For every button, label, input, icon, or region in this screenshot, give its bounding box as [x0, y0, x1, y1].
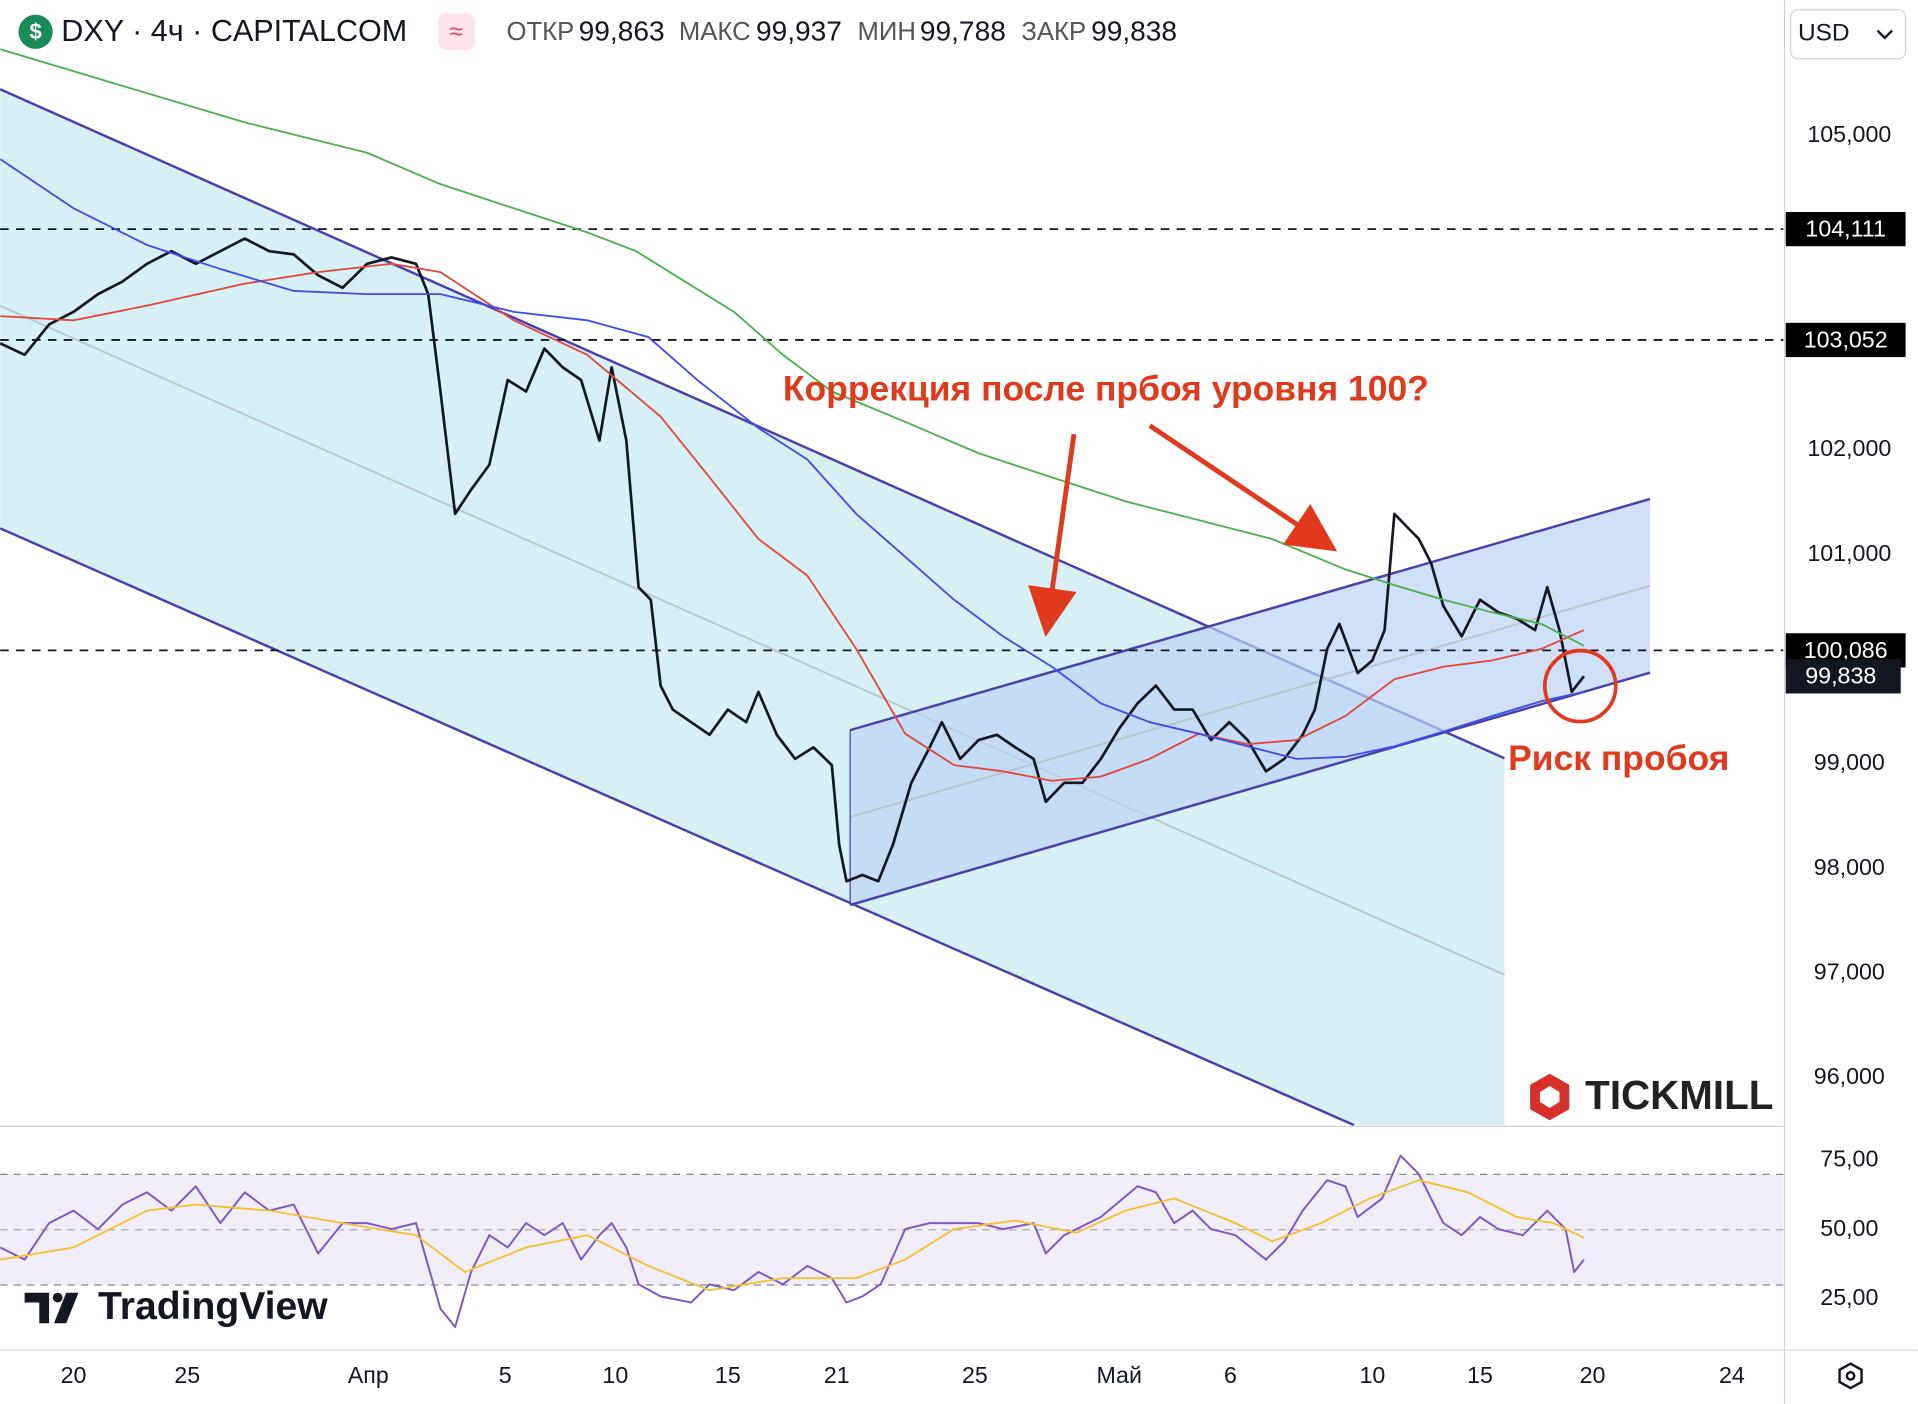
ohlc-value: 99,863 — [579, 15, 665, 46]
y-tick-label: 97,000 — [1814, 959, 1885, 985]
channel-line — [849, 497, 1651, 732]
x-tick-label: 6 — [1224, 1362, 1237, 1388]
series-line — [0, 237, 1586, 883]
x-tick-label: 10 — [602, 1362, 628, 1388]
annotation: Коррекция после прбоя уровня 100? — [783, 369, 1429, 409]
x-tick-label: Май — [1096, 1362, 1142, 1388]
x-tick-label: 24 — [1719, 1362, 1745, 1388]
channel-mid — [0, 304, 1505, 976]
series-line — [0, 1179, 1585, 1292]
x-tick-label: 20 — [61, 1362, 87, 1388]
x-tick-label: 5 — [499, 1362, 512, 1388]
y-tick-label: 50,00 — [1820, 1215, 1878, 1241]
symbol-icon — [18, 14, 53, 49]
arrow — [1148, 423, 1338, 552]
x-tick-label: 25 — [174, 1362, 200, 1388]
series-line — [0, 262, 1585, 782]
x-tick-label: 15 — [1467, 1362, 1493, 1388]
level-label: 100,086 — [1804, 637, 1888, 663]
logo: TICKMILL — [1585, 1072, 1773, 1118]
last-price-label: 99,838 — [1805, 663, 1876, 689]
tradingview-icon — [24, 1292, 79, 1324]
y-tick-label: 99,000 — [1814, 749, 1885, 775]
level-label: 104,111 — [1805, 215, 1885, 241]
y-tick-label: 98,000 — [1814, 854, 1885, 880]
tradingview-icon — [52, 1292, 63, 1303]
x-tick-label: Апр — [348, 1362, 389, 1388]
y-tick-label: 101,000 — [1807, 540, 1891, 566]
ohlc-label: ОТКР — [506, 18, 574, 46]
annotation: Риск пробоя — [1508, 738, 1729, 778]
level-label-box — [1785, 211, 1906, 247]
source-icon-glyph: ≈ — [450, 18, 463, 45]
tickmill-icon — [1539, 1086, 1560, 1109]
ohlc-label: МИН — [857, 18, 915, 46]
currency: USD — [1798, 20, 1850, 47]
highlight-circle — [1542, 648, 1618, 724]
y-tick-label: 105,000 — [1807, 121, 1891, 147]
currency-select[interactable] — [1790, 9, 1907, 60]
x-tick-label: 25 — [962, 1362, 988, 1388]
series-line — [0, 48, 1585, 647]
x-tick-label: 10 — [1359, 1362, 1385, 1388]
ohlc-value: 99,788 — [920, 15, 1006, 46]
channel-fill — [0, 89, 1505, 1126]
y-tick-label: 102,000 — [1807, 435, 1891, 461]
settings-button[interactable] — [1838, 1362, 1863, 1390]
level-label-box — [1785, 322, 1906, 358]
y-tick-label: 96,000 — [1814, 1063, 1885, 1089]
channel-line — [849, 671, 1651, 907]
y-tick-label: 25,00 — [1820, 1284, 1878, 1310]
level-label: 103,052 — [1804, 326, 1888, 352]
y-tick-label: 75,00 — [1820, 1146, 1878, 1172]
source-icon[interactable] — [438, 13, 475, 51]
ohlc-label: ЗАКР — [1021, 18, 1086, 46]
channel-mid — [849, 584, 1651, 818]
symbol-icon-glyph: $ — [30, 19, 42, 44]
ohlc-value: 99,838 — [1091, 15, 1177, 46]
channel-line — [0, 527, 1355, 1127]
plot-area — [0, 48, 1784, 1329]
settings-button — [1845, 1370, 1856, 1381]
x-tick-label: 20 — [1580, 1362, 1606, 1388]
arrow — [1028, 433, 1077, 637]
logo: TradingView — [98, 1285, 328, 1328]
ohlc-value: 99,937 — [756, 15, 842, 46]
symbol[interactable]: DXY · 4ч · CAPITALCOM — [61, 14, 407, 48]
ohlc-label: МАКС — [679, 18, 751, 46]
series-line — [0, 158, 1585, 760]
x-tick-label: 15 — [715, 1362, 741, 1388]
last-price-box — [1785, 659, 1901, 694]
x-tick-label: 21 — [824, 1362, 850, 1388]
chevron — [1876, 29, 1894, 40]
